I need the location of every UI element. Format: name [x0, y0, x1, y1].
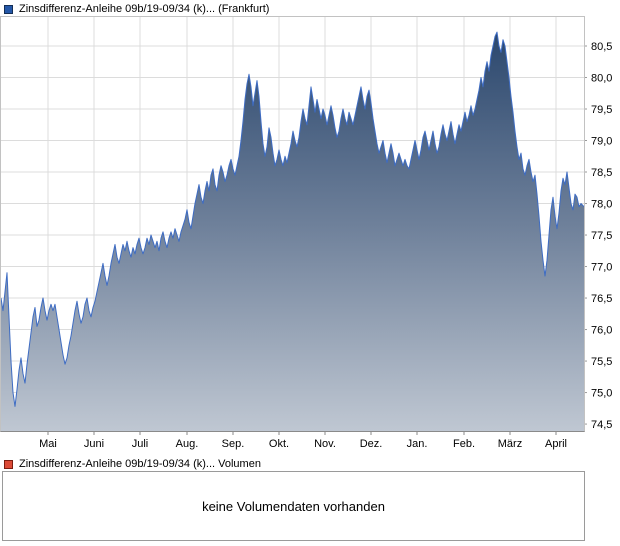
- x-axis-label: März: [498, 438, 522, 450]
- volume-empty-message: keine Volumendaten vorhanden: [202, 498, 385, 514]
- y-axis-label: 79,5: [591, 104, 612, 116]
- x-axis-label: Okt.: [269, 438, 289, 450]
- y-axis-label: 75,0: [591, 388, 612, 400]
- y-axis-label: 76,0: [591, 325, 612, 337]
- y-axis-label: 78,5: [591, 167, 612, 179]
- x-axis-label: Juni: [84, 438, 104, 450]
- price-legend: Zinsdifferenz-Anleihe 09b/19-09/34 (k)..…: [4, 4, 269, 15]
- y-axis-label: 77,5: [591, 230, 612, 242]
- x-axis-label: Sep.: [222, 438, 245, 450]
- volume-series-swatch-icon: [4, 460, 13, 469]
- x-axis-label: Aug.: [176, 438, 199, 450]
- price-area: [1, 32, 584, 431]
- x-axis-label: Nov.: [314, 438, 336, 450]
- y-axis-label: 79,0: [591, 136, 612, 148]
- price-chart: 80,5 80,0 79,5 79,0 78,5 78,0 77,5 77,0 76,5 76,0…: [0, 16, 612, 450]
- price-legend-label: Zinsdifferenz-Anleihe 09b/19-09/34 (k)..…: [19, 3, 270, 15]
- volume-legend-label: Zinsdifferenz-Anleihe 09b/19-09/34 (k)..…: [19, 458, 261, 470]
- y-axis-label: 77,0: [591, 262, 612, 274]
- x-axis-label: Dez.: [360, 438, 383, 450]
- x-axis-label: Mai: [39, 438, 57, 450]
- y-axis-label: 74,5: [591, 419, 612, 431]
- y-axis-label: 78,0: [591, 199, 612, 211]
- x-axis-label: Juli: [132, 438, 149, 450]
- x-axis-label: Feb.: [453, 438, 475, 450]
- volume-panel: keine Volumendaten vorhanden: [2, 471, 585, 541]
- x-axis-label: April: [545, 438, 567, 450]
- price-line: [0, 31, 585, 407]
- y-axis-label: 80,0: [591, 72, 612, 84]
- price-series-swatch-icon: [4, 5, 13, 14]
- y-axis-label: 75,5: [591, 356, 612, 368]
- volume-legend: Zinsdifferenz-Anleihe 09b/19-09/34 (k)..…: [4, 459, 261, 470]
- y-axis-label: 80,5: [591, 41, 612, 53]
- x-axis-label: Jan.: [407, 438, 428, 450]
- y-axis-label: 76,5: [591, 293, 612, 305]
